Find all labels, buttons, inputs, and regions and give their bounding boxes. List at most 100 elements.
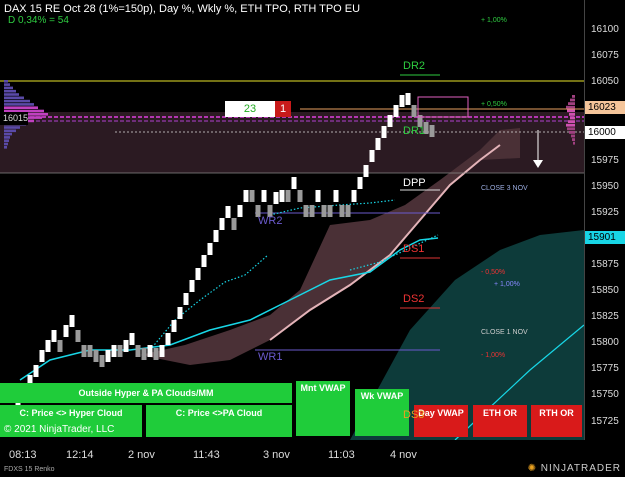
renko-candles xyxy=(9,93,435,417)
candle xyxy=(141,348,147,360)
profile-bar xyxy=(568,120,575,123)
current-price-tag: 16000 xyxy=(585,126,625,139)
price-tick: 15950 xyxy=(591,180,619,192)
price-tick: 15925 xyxy=(591,206,619,218)
wr2-label: WR2 xyxy=(258,215,283,227)
candle xyxy=(183,293,189,305)
candle xyxy=(63,325,69,337)
candle xyxy=(369,150,375,162)
day-vwap-button[interactable]: Day VWAP xyxy=(414,405,468,437)
candle xyxy=(189,280,195,292)
candle xyxy=(375,138,381,150)
outside-clouds-button[interactable]: Outside Hyper & PA Clouds/MM xyxy=(0,383,292,403)
candle xyxy=(279,190,285,202)
time-label-7: 4 nov xyxy=(390,449,417,461)
dotted-line-1 xyxy=(149,254,269,351)
time-axis[interactable]: 08:13 12:14 2 nov 11:43 3 nov 11:03 4 no… xyxy=(0,440,625,477)
price-tick: 15975 xyxy=(591,154,619,166)
price-axis[interactable]: 1610016075160501602516000159751595015925… xyxy=(584,0,625,440)
candle xyxy=(105,350,111,362)
close-1-nov: CLOSE 1 NOV xyxy=(481,329,528,336)
profile-bar xyxy=(4,106,38,109)
wk-vwap-button[interactable]: Wk VWAP xyxy=(355,389,409,436)
profile-bar xyxy=(567,109,575,113)
order-count[interactable]: 1 xyxy=(279,103,287,115)
candle xyxy=(423,122,429,134)
time-label-2: 12:14 xyxy=(66,449,94,461)
candle xyxy=(261,190,267,202)
profile-bar xyxy=(566,105,575,109)
profile-bar xyxy=(4,89,16,93)
candle xyxy=(309,205,315,217)
candle xyxy=(27,375,33,387)
candle xyxy=(303,205,309,217)
instrument-label: FDXS 15 Renko xyxy=(4,466,55,473)
last-price-tag: 16023 xyxy=(585,101,625,114)
candle xyxy=(345,205,351,217)
price-tick: 16100 xyxy=(591,24,619,35)
candle xyxy=(39,350,45,362)
candle xyxy=(123,340,129,352)
profile-bar xyxy=(570,98,575,102)
rth-or-button[interactable]: RTH OR xyxy=(531,405,582,437)
time-label-1: 08:13 xyxy=(9,449,37,461)
candle xyxy=(177,307,183,319)
profile-bar xyxy=(569,113,575,116)
candle xyxy=(33,365,39,377)
candle xyxy=(165,333,171,345)
profile-bar xyxy=(4,109,44,113)
profile-bar xyxy=(4,126,20,129)
mnt-vwap-button[interactable]: Mnt VWAP xyxy=(296,381,350,436)
chart-title: DAX 15 RE Oct 28 (1%=150p), Day %, Wkly … xyxy=(4,3,361,15)
brand-logo-icon: ✺ xyxy=(527,463,537,474)
profile-bar xyxy=(570,116,575,120)
profile-bar xyxy=(4,142,8,146)
ds1-label: DS1 xyxy=(403,243,425,255)
price-tick: 16050 xyxy=(591,76,619,88)
candle xyxy=(321,205,327,217)
profile-bar xyxy=(4,103,34,106)
candle xyxy=(225,206,231,218)
profile-bar xyxy=(4,139,9,142)
time-label-6: 11:03 xyxy=(328,449,355,461)
candle xyxy=(75,330,81,342)
candle xyxy=(411,105,417,117)
candle xyxy=(45,340,51,352)
price-tick: 16075 xyxy=(591,50,619,62)
price-hyper-cloud-button[interactable]: C: Price <> Hyper Cloud xyxy=(0,405,142,437)
brand-logo-text: NINJATRADER xyxy=(540,463,621,474)
candle xyxy=(219,218,225,230)
candle xyxy=(201,255,207,267)
vwap-price-tag: 15901 xyxy=(585,231,625,244)
candle xyxy=(153,348,159,360)
price-tick: 15775 xyxy=(591,363,619,375)
candle xyxy=(99,355,105,367)
candle xyxy=(339,205,345,217)
down-arrow-head xyxy=(533,160,543,168)
order-qty[interactable]: 23 xyxy=(243,103,257,115)
profile-bar xyxy=(4,96,24,100)
profile-bar xyxy=(572,95,575,98)
price-tick: 15750 xyxy=(591,389,619,401)
price-tick: 15875 xyxy=(591,258,619,270)
price-tick: 15725 xyxy=(591,415,619,427)
close-3-nov: CLOSE 3 NOV xyxy=(481,185,528,192)
candle xyxy=(327,205,333,217)
chart-subtitle: D 0,34% = 54 xyxy=(8,15,69,26)
candle xyxy=(381,126,387,138)
profile-bar xyxy=(571,134,575,138)
candle xyxy=(51,330,57,342)
time-label-5: 3 nov xyxy=(263,449,290,461)
price-tick: 15850 xyxy=(591,285,619,296)
neg-100: - 1,00% xyxy=(481,352,506,359)
candle xyxy=(237,205,243,217)
profile-bar xyxy=(4,99,30,103)
eth-or-button[interactable]: ETH OR xyxy=(473,405,527,437)
price-pa-cloud-button[interactable]: C: Price <>PA Cloud xyxy=(146,405,292,437)
neg-050: - 0,50% xyxy=(481,269,506,276)
candle xyxy=(393,105,399,117)
candle xyxy=(399,95,405,107)
profile-bar xyxy=(569,131,575,134)
